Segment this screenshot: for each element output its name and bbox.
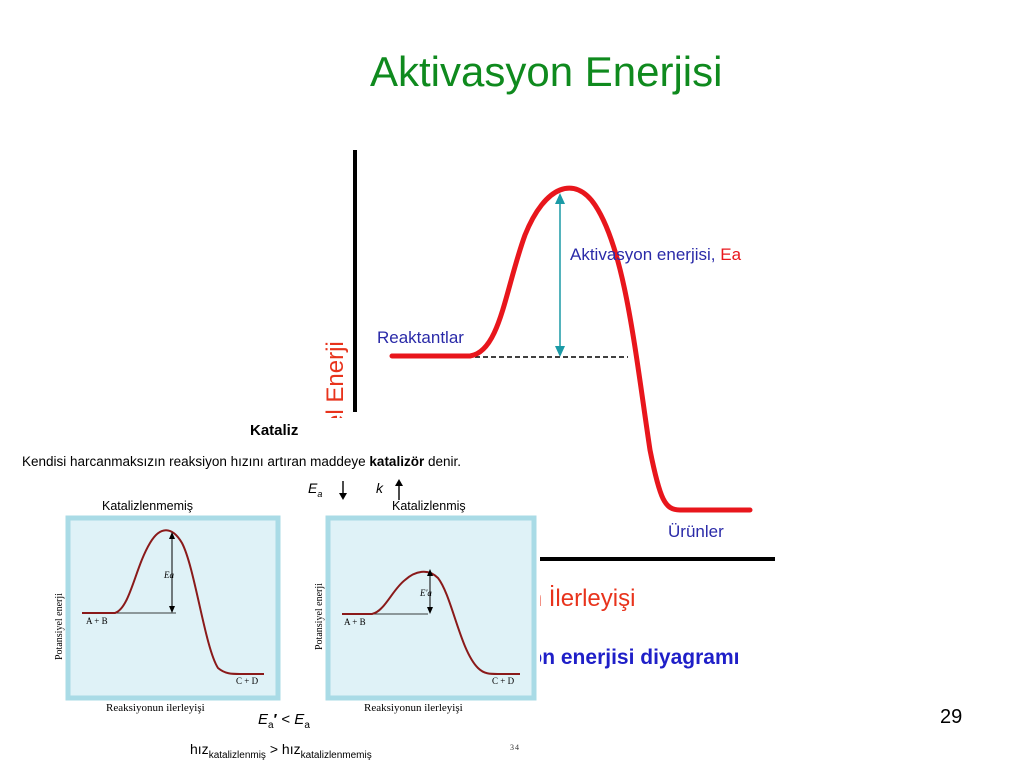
panel-left-ea-label: Ea [163, 570, 174, 580]
activation-label-symbol: Ea [720, 245, 741, 264]
panel-right-y-label: Potansiyel enerji [314, 583, 325, 650]
speed-comparison: hızkatalizlenmiş > hızkatalizlenmemiş [190, 741, 372, 761]
panel-left-y-label: Potansiyel enerji [54, 593, 65, 660]
panel-right-reactant-label: A + B [344, 617, 366, 627]
definition-text-2: denir. [424, 454, 461, 469]
ea-down-arrow-head [339, 493, 347, 500]
speed-right-sub: katalizlenmemiş [300, 749, 372, 761]
panel-left-ea-head-bottom [169, 606, 175, 613]
catalysis-heading: Kataliz [250, 422, 299, 439]
panel-right-ea-head-top [427, 569, 433, 576]
panel-left-product-label: C + D [236, 676, 259, 686]
ea-compare-right: E [294, 711, 305, 728]
ea-compare-right-sub: a [304, 720, 310, 731]
panel-left-x-label: Reaksiyonun ilerleyişi [106, 702, 205, 714]
ea-compare-left-sub: a [268, 720, 274, 731]
panel-right-title: Katalizlenmiş [392, 499, 466, 513]
panel-right-curve [342, 570, 520, 675]
k-increase-note: k [376, 480, 383, 496]
panel-left-ea-head-top [169, 532, 175, 539]
catalysis-definition: Kendisi harcanmaksızın reaksiyon hızını … [22, 452, 532, 471]
k-symbol: k [376, 480, 383, 496]
speed-right: hız [281, 741, 301, 757]
definition-text-1: Kendisi harcanmaksızın reaksiyon hızını … [22, 454, 370, 469]
ea-arrow-sub: a [317, 488, 323, 499]
panel-left-reactant-label: A + B [86, 616, 108, 626]
activation-arrow-head-top [555, 193, 565, 204]
panel-right-ea-label: E'a [419, 588, 432, 598]
slide-title: Aktivasyon Enerjisi [370, 48, 723, 95]
ea-compare-prime: ′ [273, 711, 278, 728]
speed-left-sub: katalizlenmiş [208, 749, 266, 761]
speed-op: > [265, 741, 282, 757]
products-label: Ürünler [668, 522, 724, 541]
panel-right-ea-head-bottom [427, 607, 433, 614]
catalysis-panels: Ea A + B C + D Potansiyel enerji E'a A +… [54, 479, 537, 701]
ea-comparison: Ea′ < Ea [258, 711, 310, 731]
catalysis-figure: Kataliz Kendisi harcanmaksızın reaksiyon… [0, 418, 540, 772]
panel-right-x-label: Reaksiyonun ilerleyişi [364, 702, 463, 714]
page-number: 29 [940, 706, 963, 728]
speed-left: hız [190, 741, 209, 757]
ea-decrease-note: Ea [308, 480, 322, 499]
k-up-arrow-head [395, 479, 403, 486]
source-page-number: 34 [510, 743, 520, 752]
reactants-label: Reaktantlar [377, 328, 464, 347]
activation-label-prefix: Aktivasyon enerjisi, [570, 245, 720, 264]
panel-right-product-label: C + D [492, 676, 515, 686]
ea-compare-left: E [258, 711, 269, 728]
energy-curve [389, 185, 753, 513]
activation-arrow-head-bottom [555, 346, 565, 357]
ea-compare-op: < [277, 711, 295, 728]
ea-arrow-symbol: E [308, 480, 318, 496]
panel-left-title: Katalizlenmemiş [102, 499, 194, 513]
activation-label: Aktivasyon enerjisi, Ea [570, 245, 742, 264]
definition-bold: katalizör [369, 454, 425, 469]
panel-left-curve [82, 529, 264, 675]
